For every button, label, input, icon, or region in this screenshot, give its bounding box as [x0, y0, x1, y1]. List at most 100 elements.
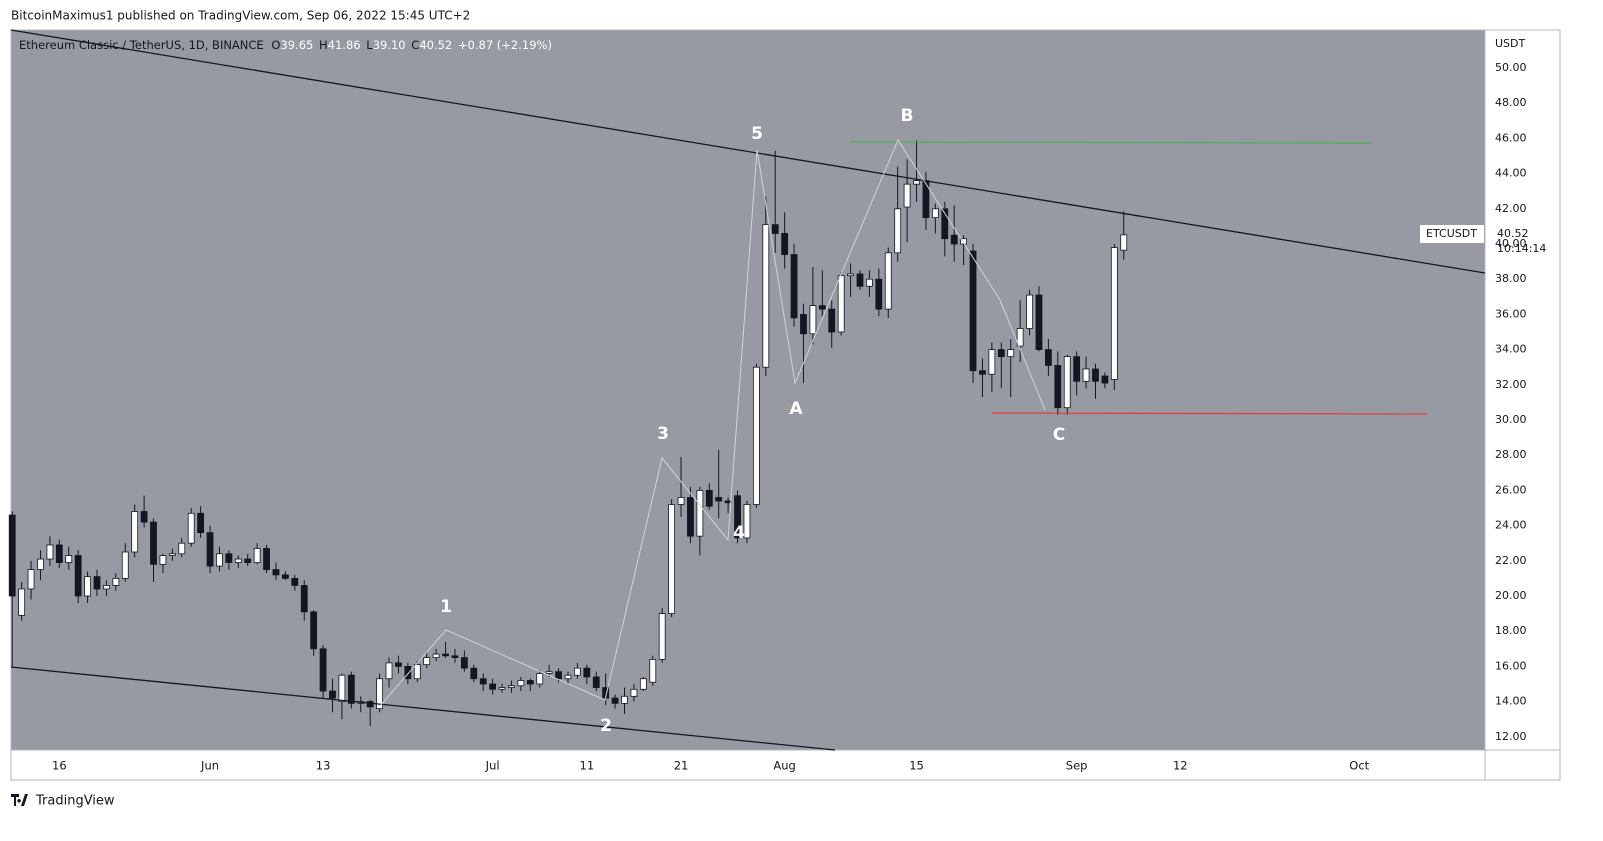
candle-body	[884, 252, 892, 310]
wave-label: 1	[440, 597, 452, 617]
candle-body	[545, 671, 553, 674]
candle-body	[65, 555, 73, 563]
candle-body	[347, 674, 355, 704]
x-tick-label: Jul	[485, 759, 500, 773]
candle-body	[442, 653, 449, 657]
candle-body	[997, 349, 1005, 358]
candle-body	[395, 662, 402, 667]
candle-body	[856, 273, 864, 287]
y-tick-label: 50.00	[1495, 61, 1527, 74]
wave-label: C	[1053, 425, 1065, 445]
candle-body	[1007, 349, 1015, 358]
x-tick-label: 21	[674, 759, 689, 773]
candle-body	[950, 234, 958, 245]
candle-body	[489, 683, 497, 690]
candle-body	[168, 553, 176, 556]
candle-body	[329, 690, 336, 699]
candle-body	[979, 370, 986, 375]
candle-body	[677, 497, 685, 505]
candle-body	[131, 511, 139, 553]
candle-body	[225, 553, 233, 563]
ohlc-value: 40.52	[419, 38, 452, 52]
x-tick-label: Aug	[773, 759, 795, 773]
candle-body	[649, 658, 657, 683]
candle-body	[74, 555, 82, 597]
candle-body	[37, 558, 44, 571]
candle-body	[460, 657, 468, 669]
y-tick-label: 20.00	[1495, 589, 1527, 602]
candle-body	[103, 585, 110, 590]
change: +0.87 (+2.19%)	[458, 38, 552, 52]
y-tick-label: 36.00	[1495, 307, 1527, 320]
x-tick-label: Jun	[200, 759, 219, 773]
candle-body	[517, 680, 525, 687]
x-tick-label: 13	[316, 759, 331, 773]
y-tick-label: 44.00	[1495, 167, 1527, 180]
candle-body	[451, 655, 459, 659]
published-line: BitcoinMaximus1 published on TradingView…	[11, 9, 470, 23]
wave-label: 2	[600, 716, 612, 736]
candle-body	[592, 676, 600, 688]
candle-body	[18, 588, 26, 616]
candle-body	[1092, 368, 1099, 382]
x-tick-label: Sep	[1066, 759, 1088, 773]
candle-body	[847, 273, 854, 277]
y-tick-label: 42.00	[1495, 202, 1527, 215]
candle-body	[413, 664, 421, 680]
candle-body	[112, 578, 120, 586]
candle-body	[781, 233, 789, 255]
y-tick-label: 16.00	[1495, 659, 1527, 672]
candle-body	[206, 532, 214, 567]
candle-body	[432, 653, 440, 659]
candle-body	[46, 544, 54, 560]
x-tick-label: 16	[52, 759, 67, 773]
price-tag-bg	[1486, 225, 1552, 257]
candle-body	[1073, 356, 1081, 382]
wave-label: A	[789, 399, 803, 419]
axis-unit: USDT	[1495, 37, 1526, 50]
upper-trendline	[10, 29, 1486, 274]
frame	[10, 29, 1561, 781]
candle-body	[866, 278, 873, 287]
candle-body	[705, 490, 713, 507]
candles	[8, 140, 1128, 727]
candle-body	[894, 208, 902, 254]
y-tick-label: 40.00	[1495, 237, 1527, 250]
candle-body	[1101, 375, 1109, 384]
candle-body	[960, 238, 968, 245]
candle-body	[187, 512, 195, 544]
y-tick-label: 38.00	[1495, 272, 1527, 285]
ohlc-value: 39.65	[280, 38, 313, 52]
candle-body	[385, 662, 393, 680]
candle-body	[903, 183, 911, 208]
candle-body	[300, 585, 308, 613]
candle-body	[752, 366, 760, 505]
candle-body	[818, 305, 826, 310]
y-tick-label: 46.00	[1495, 131, 1527, 144]
pair-name: Ethereum Classic / TetherUS, 1D, BINANCE	[19, 38, 264, 52]
y-tick-label: 28.00	[1495, 448, 1527, 461]
candle-body	[291, 578, 299, 586]
wave-label: B	[901, 106, 914, 126]
candle-body	[837, 275, 845, 333]
x-tick-label: Oct	[1349, 759, 1369, 773]
y-tick-label: 26.00	[1495, 483, 1527, 496]
candle-body	[1016, 328, 1024, 347]
candle-body	[479, 678, 487, 685]
resistance-line	[849, 141, 1373, 144]
y-tick-label: 48.00	[1495, 96, 1527, 109]
brand-logo	[11, 794, 28, 806]
candle-body	[423, 657, 431, 666]
candle-body	[470, 667, 478, 680]
candle-body	[27, 569, 35, 590]
candle-body	[1054, 365, 1062, 409]
candle-body	[197, 512, 205, 534]
symbol-tag-bg	[1420, 225, 1484, 243]
candle-body	[244, 558, 252, 563]
candle-body	[376, 678, 383, 710]
ohlc-value: 39.10	[373, 38, 406, 52]
candle-body	[931, 208, 939, 219]
candle-body	[913, 180, 920, 185]
y-tick-label: 34.00	[1495, 343, 1527, 356]
plot-area	[11, 30, 1485, 750]
